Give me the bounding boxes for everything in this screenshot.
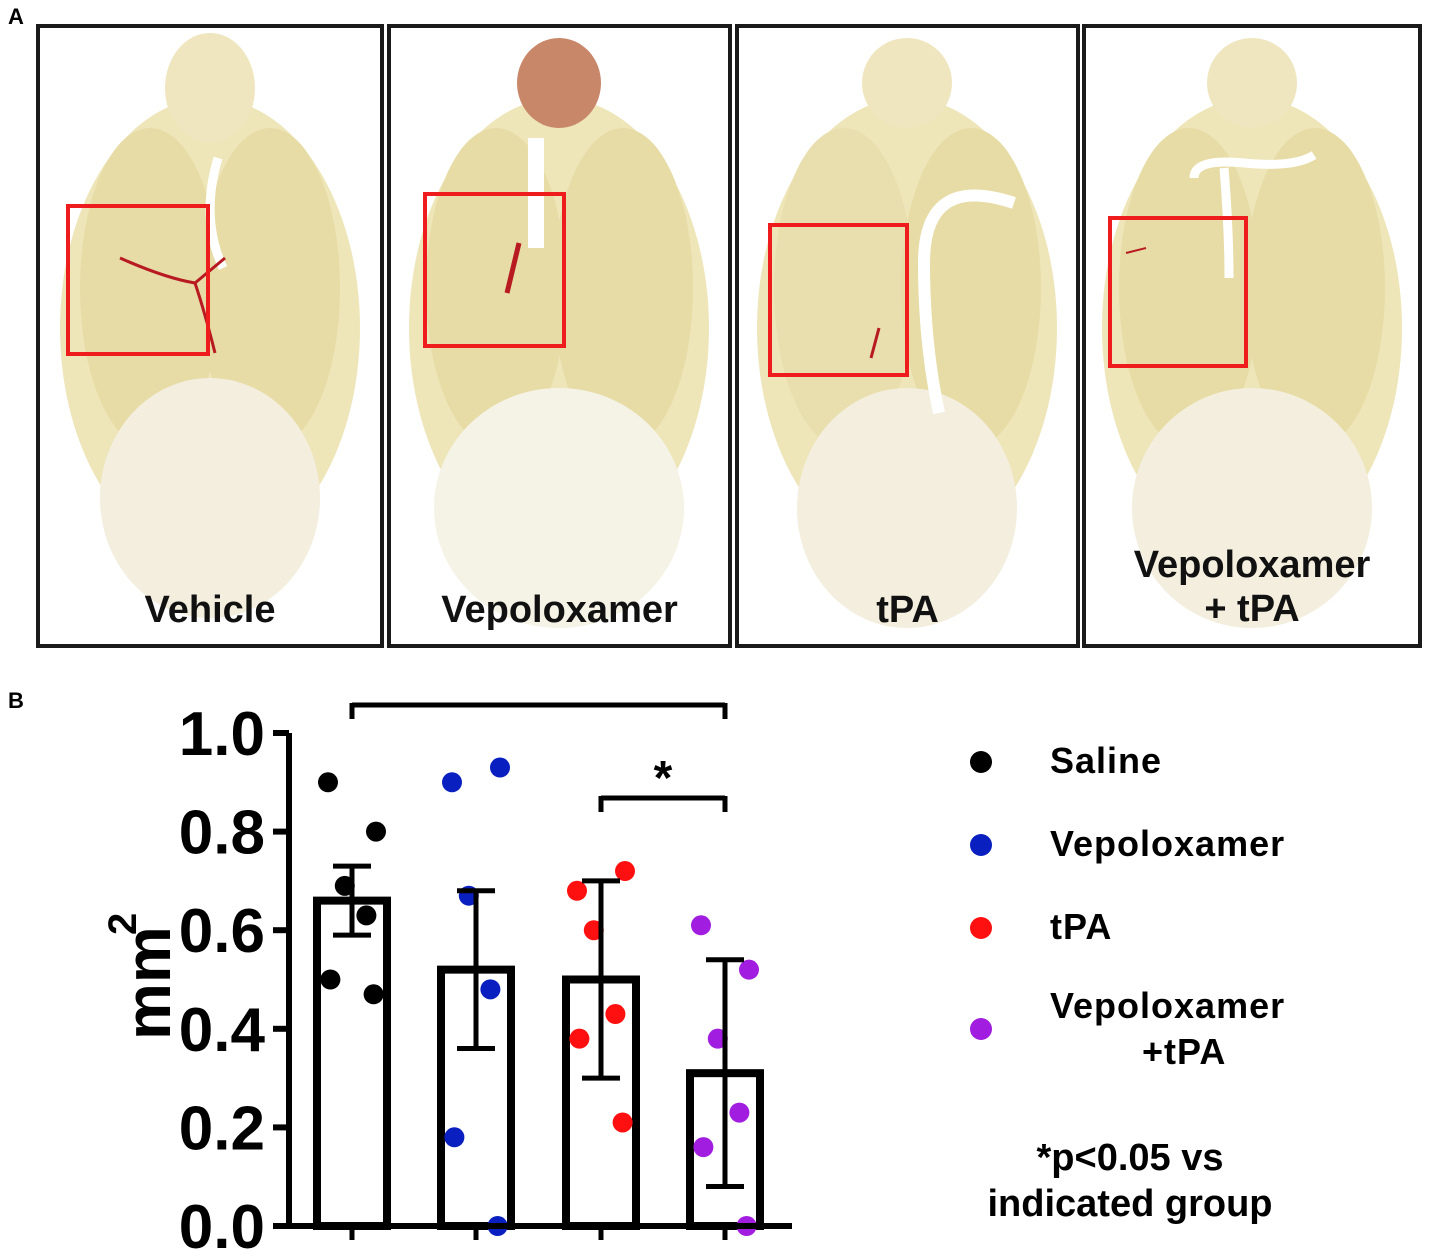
legend-label-vepoloxamer: Vepoloxamer xyxy=(1050,823,1286,864)
data-point xyxy=(739,959,759,980)
brain-image-vepoloxamer-tpa xyxy=(1102,38,1402,628)
photo-label-vehicle: Vehicle xyxy=(144,589,276,631)
data-point xyxy=(363,984,384,1005)
data-point xyxy=(612,1112,633,1133)
data-point xyxy=(615,861,635,882)
data-point xyxy=(693,1137,714,1158)
photo-panel-vehicle: Vehicle xyxy=(36,24,384,648)
legend-marker-tpa xyxy=(970,917,992,939)
data-point xyxy=(366,821,386,842)
brain-image-vepoloxamer xyxy=(409,38,709,628)
data-point xyxy=(442,772,462,793)
photo-panel-tpa: tPA xyxy=(735,24,1080,648)
data-point xyxy=(356,905,377,926)
legend-label-vepoloxamer-tpa: Vepoloxamer xyxy=(1050,985,1286,1026)
y-tick-label: 0.2 xyxy=(179,1094,265,1163)
significance-note: *p<0.05 vs indicated group xyxy=(940,1135,1320,1227)
data-point xyxy=(691,915,711,936)
y-axis-label: mm xyxy=(112,926,184,1040)
legend-marker-vepoloxamer xyxy=(970,834,992,856)
roi-box xyxy=(66,204,210,356)
y-tick-label: 1.0 xyxy=(179,700,265,769)
data-point xyxy=(490,757,510,778)
y-tick-label: 0.6 xyxy=(179,897,265,966)
roi-box xyxy=(1108,216,1248,368)
photo-label-line-1: Vepoloxamer xyxy=(1133,544,1371,586)
roi-box xyxy=(423,192,566,348)
legend-marker-vepoloxamer-tpa xyxy=(970,1018,992,1040)
photo-label-vepoloxamer-tpa: Vepoloxamer + tPA xyxy=(1086,543,1418,631)
bar-1 xyxy=(313,896,391,1230)
legend-label-vepoloxamer-tpa-line2: +tPA xyxy=(1142,1031,1227,1072)
y-tick-label: 0.8 xyxy=(179,799,265,868)
roi-box xyxy=(768,223,909,377)
photo-panel-vepoloxamer-tpa: Vepoloxamer + tPA xyxy=(1082,24,1422,648)
photo-panel-vepoloxamer: Vepoloxamer xyxy=(387,24,732,648)
panel-a-letter: A xyxy=(8,4,24,29)
photo-label-vepoloxamer: Vepoloxamer xyxy=(441,589,678,631)
significance-note-line-2: indicated group xyxy=(987,1183,1273,1225)
photo-label-tpa: tPA xyxy=(876,589,939,631)
data-point xyxy=(320,969,341,990)
significance-star: * xyxy=(529,689,548,712)
legend-marker-saline xyxy=(970,751,992,773)
legend-item-vepoloxamer-tpa: Vepoloxamer +tPA xyxy=(970,985,1410,1085)
data-point xyxy=(444,1127,465,1148)
brain-image-vehicle xyxy=(60,33,360,618)
panel-b-letter: B xyxy=(8,688,24,713)
y-axis-label-superscript: 2 xyxy=(101,913,145,935)
photo-label-line-2: + tPA xyxy=(1204,588,1300,630)
brain-image-tpa xyxy=(757,38,1057,628)
legend-item-tpa: tPA xyxy=(970,901,1410,951)
data-point xyxy=(605,1004,626,1025)
data-point xyxy=(567,880,587,901)
legend-label-saline: Saline xyxy=(1050,740,1163,781)
y-tick-label: 0.4 xyxy=(179,996,266,1065)
legend-label-tpa: tPA xyxy=(1050,906,1113,947)
data-point xyxy=(318,772,338,793)
data-point xyxy=(480,979,501,1000)
y-tick-label: 0.0 xyxy=(179,1193,265,1259)
legend-item-vepoloxamer: Vepoloxamer xyxy=(970,818,1410,868)
bar-chart: mm 2 0.0 0.2 0.4 0.6 0.8 1.0 * * xyxy=(101,689,792,1259)
legend-item-saline: Saline xyxy=(970,735,1410,785)
data-point xyxy=(729,1102,750,1123)
data-point xyxy=(569,1028,590,1049)
significance-star: * xyxy=(654,752,673,805)
significance-note-line-1: *p<0.05 vs xyxy=(1036,1137,1224,1179)
